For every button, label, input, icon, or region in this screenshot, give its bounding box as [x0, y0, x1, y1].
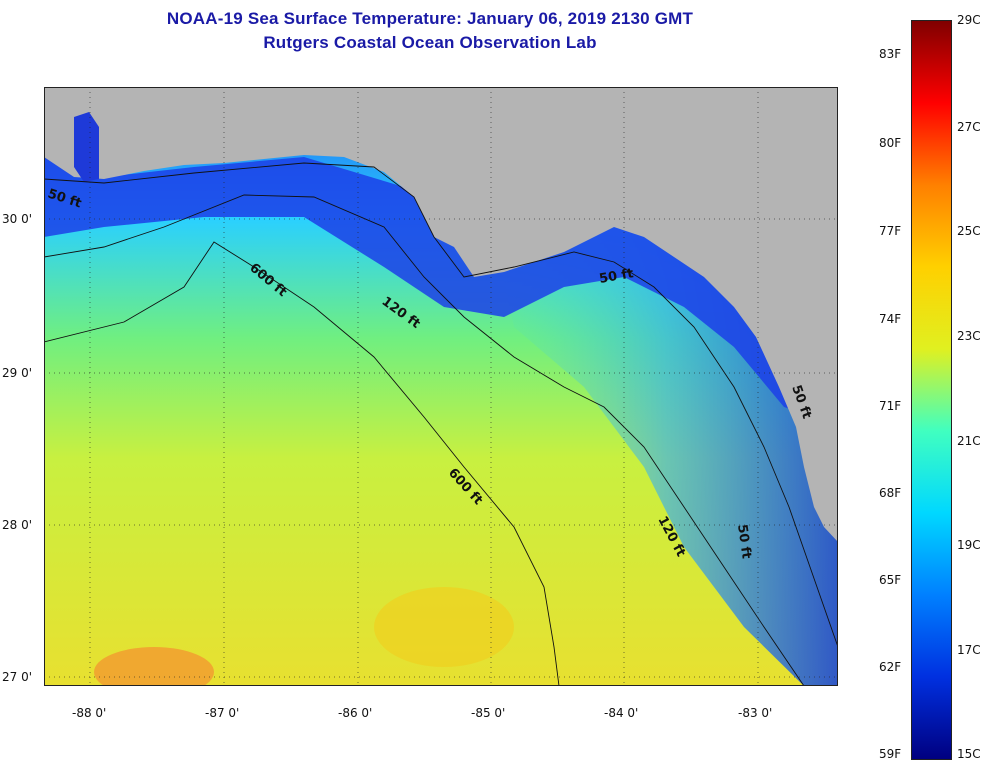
lon-label: -87 0' — [205, 706, 240, 720]
colorbar-f-label: 83F — [879, 47, 902, 61]
colorbar-c-label: 23C — [957, 329, 981, 343]
contour-50ft — [44, 162, 838, 648]
sst-map: 50 ft 600 ft 120 ft 50 ft 600 ft 120 ft … — [44, 87, 838, 686]
lon-label: -85 0' — [471, 706, 506, 720]
warm-patch — [94, 647, 214, 686]
lon-label: -83 0' — [738, 706, 773, 720]
mobile-bay — [74, 112, 99, 182]
temperature-colorbar — [911, 20, 952, 760]
colorbar-c-label: 27C — [957, 120, 981, 134]
lat-label: 30 0' — [2, 212, 33, 226]
sst-map-canvas: 50 ft 600 ft 120 ft 50 ft 600 ft 120 ft … — [44, 87, 838, 686]
colorbar-f-label: 62F — [879, 660, 902, 674]
map-title: NOAA-19 Sea Surface Temperature: January… — [166, 9, 694, 28]
contour-label: 50 ft — [734, 523, 754, 559]
colorbar-f-label: 65F — [879, 573, 902, 587]
colorbar-c-label: 29C — [957, 13, 981, 27]
colorbar-c-label: 15C — [957, 747, 981, 761]
lat-label: 27 0' — [2, 670, 33, 684]
warm-patch-2 — [374, 587, 514, 667]
contour-600ft — [44, 241, 560, 686]
lat-label: 28 0' — [2, 518, 33, 532]
land-mass — [44, 87, 838, 542]
lon-label: -86 0' — [338, 706, 373, 720]
lon-label: -84 0' — [604, 706, 639, 720]
colorbar-c-label: 19C — [957, 538, 981, 552]
map-subtitle: Rutgers Coastal Ocean Observation Lab — [263, 33, 597, 52]
colorbar-f-label: 80F — [879, 136, 902, 150]
colorbar-f-label: 71F — [879, 399, 902, 413]
colorbar-f-label: 59F — [879, 747, 902, 761]
lon-label: -88 0' — [72, 706, 107, 720]
colorbar-c-label: 21C — [957, 434, 981, 448]
contour-120ft — [44, 194, 805, 686]
colorbar-c-label: 17C — [957, 643, 981, 657]
lat-label: 29 0' — [2, 366, 33, 380]
colorbar-f-label: 68F — [879, 486, 902, 500]
colorbar-f-label: 74F — [879, 312, 902, 326]
colorbar-f-label: 77F — [879, 224, 902, 238]
colorbar-c-label: 25C — [957, 224, 981, 238]
contour-label: 50 ft — [598, 266, 635, 287]
